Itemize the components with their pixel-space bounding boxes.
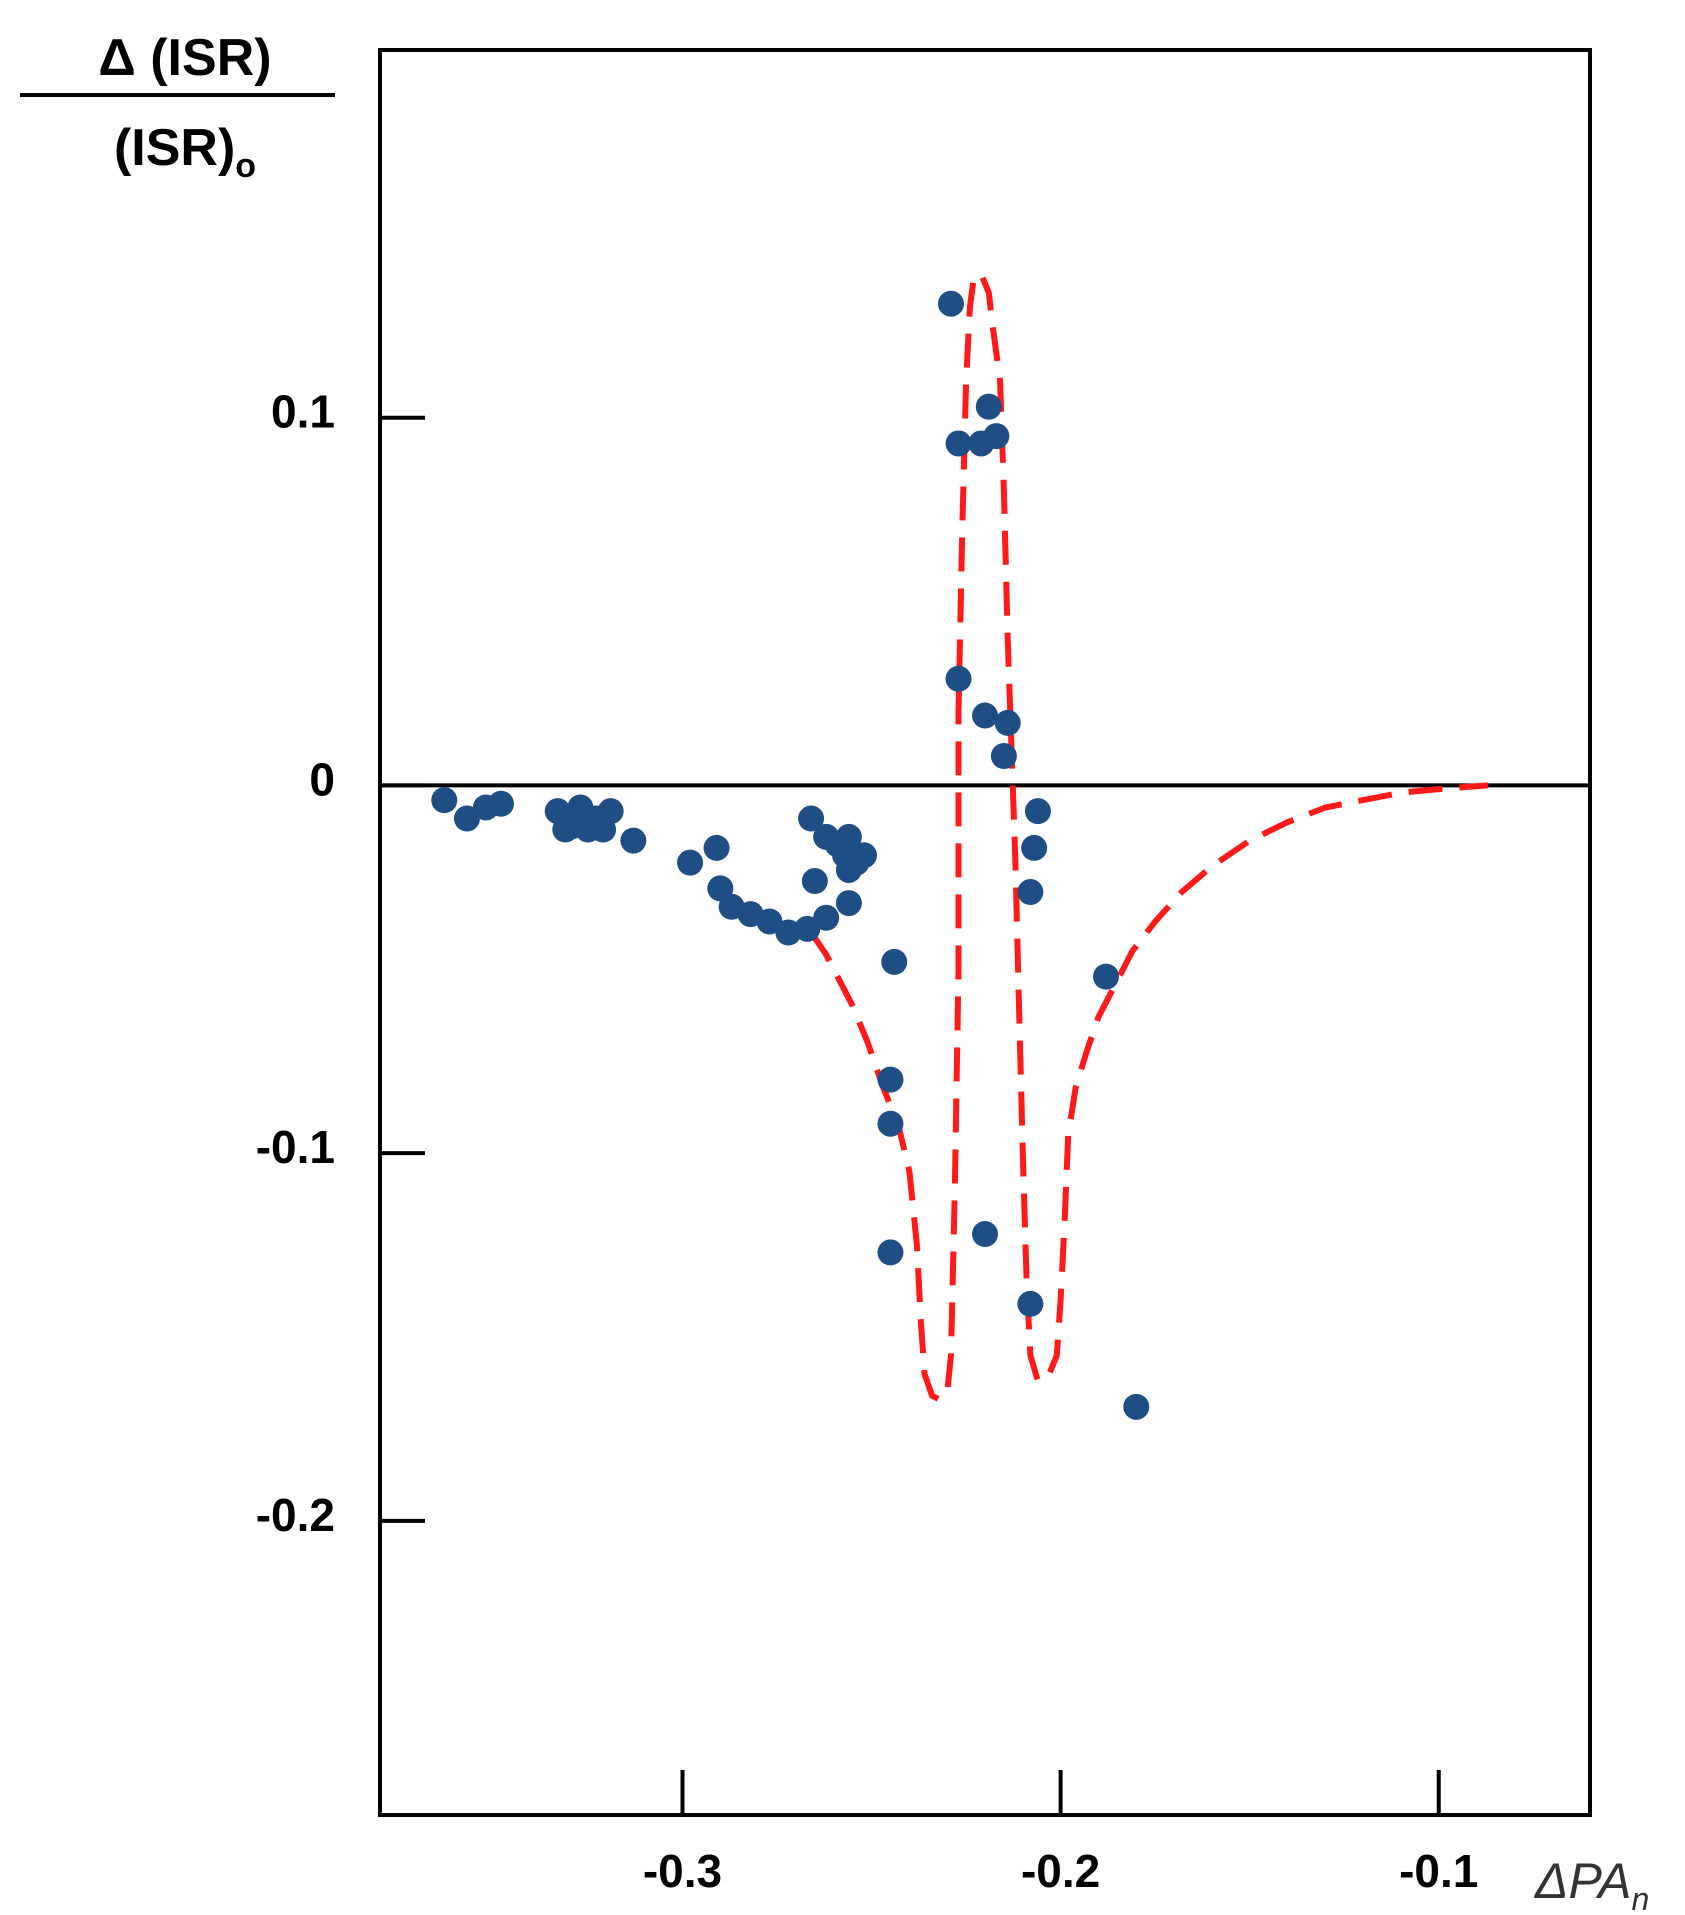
data-point	[972, 1221, 998, 1248]
y-tick-label: -0.2	[256, 1489, 335, 1541]
data-point	[453, 805, 480, 832]
data-point	[801, 868, 828, 895]
data-point	[1123, 1393, 1150, 1420]
data-point	[488, 790, 514, 817]
y-tick-label: 0.1	[271, 386, 335, 438]
data-point	[1093, 963, 1119, 990]
x-tick-label: -0.1	[1399, 1845, 1478, 1897]
data-point	[937, 290, 964, 317]
ylabel-denominator-main: (ISR)	[114, 119, 235, 177]
y-tick-label: 0	[309, 753, 335, 805]
data-point	[677, 849, 704, 876]
data-point	[620, 827, 647, 854]
data-point	[877, 1066, 904, 1093]
data-point	[597, 798, 624, 825]
data-point	[1021, 834, 1048, 861]
data-point	[756, 908, 783, 935]
xlabel-sub: n	[1632, 1881, 1650, 1915]
xlabel: ΔPAn	[1534, 1853, 1649, 1915]
data-point	[881, 948, 908, 975]
data-point	[798, 805, 825, 832]
data-point	[945, 430, 972, 457]
data-point	[1017, 1290, 1044, 1317]
data-point	[835, 890, 862, 917]
data-point	[794, 915, 821, 942]
ylabel-numerator: Δ (ISR)	[98, 29, 271, 87]
xlabel-main: ΔPA	[1534, 1853, 1632, 1909]
data-point	[877, 1239, 904, 1266]
plot-frame	[378, 48, 1592, 1817]
fitted-curve	[808, 271, 1489, 1403]
data-point	[431, 787, 458, 814]
data-point	[983, 423, 1010, 450]
ylabel-denominator-sub: o	[235, 147, 256, 185]
data-point	[1017, 879, 1044, 906]
data-point	[972, 702, 998, 729]
ylabel-denominator: (ISR)o	[114, 119, 256, 185]
data-point	[975, 393, 1002, 420]
x-tick-label: -0.3	[643, 1845, 722, 1897]
x-tick-label: -0.2	[1021, 1845, 1100, 1897]
data-point	[877, 1110, 904, 1137]
y-tick-label: -0.1	[256, 1121, 335, 1173]
data-point	[835, 856, 862, 883]
data-point	[994, 709, 1021, 736]
data-point	[703, 834, 730, 861]
data-point	[1024, 798, 1051, 825]
data-point	[813, 904, 840, 931]
data-point	[945, 665, 972, 692]
data-point	[990, 743, 1017, 769]
